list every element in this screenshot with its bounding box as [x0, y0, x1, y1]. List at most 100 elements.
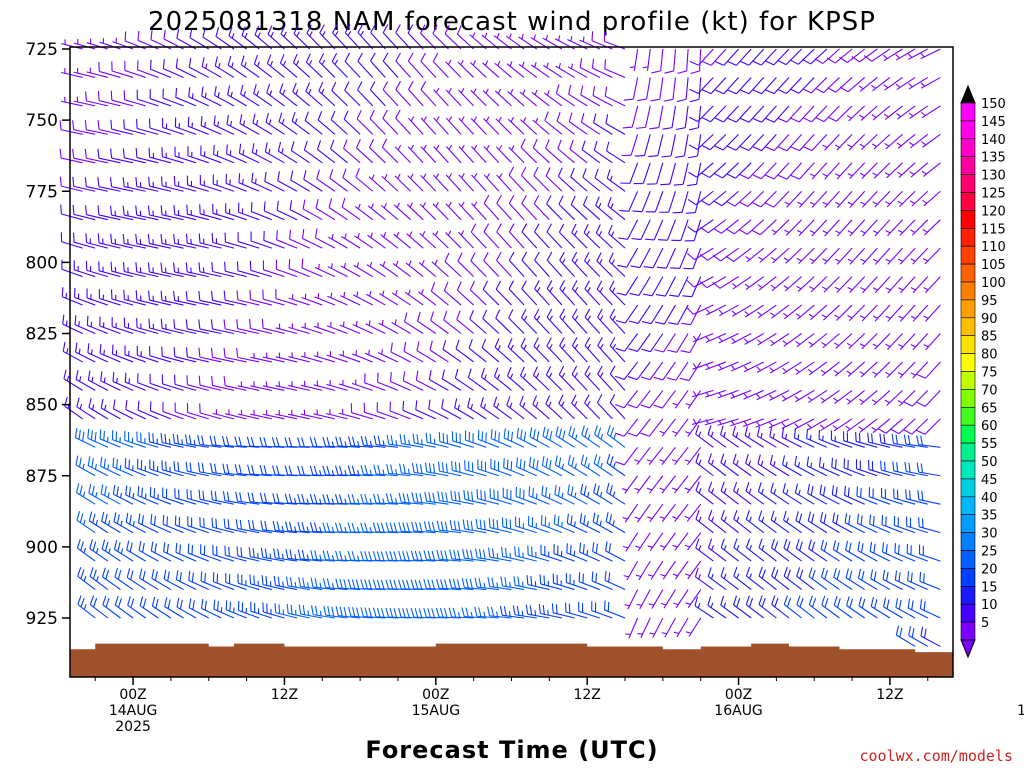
barb-staff [856, 495, 878, 505]
barb-feather [883, 434, 886, 444]
barb-feather [342, 168, 347, 178]
barb-half-feather [395, 260, 399, 267]
barb-staff [75, 351, 96, 363]
barb-half-feather [684, 459, 690, 463]
wind-barb [571, 223, 588, 249]
barb-feather [122, 177, 125, 187]
barb-feather [858, 596, 862, 607]
wind-barb [410, 579, 436, 591]
barb-feather [335, 465, 339, 475]
barb-feather [615, 461, 625, 466]
barb-feather [386, 434, 390, 445]
wind-barb [793, 428, 815, 448]
wind-barb [880, 460, 903, 477]
wind-barb [441, 398, 462, 420]
wind-barb [247, 464, 272, 477]
wind-barb [395, 109, 411, 135]
barb-half-feather [230, 91, 233, 97]
wind-barb [534, 251, 550, 277]
wind-barb [708, 509, 727, 534]
barb-staff [508, 174, 525, 192]
barb-feather [77, 567, 82, 577]
wind-barb [86, 288, 109, 306]
barb-staff [597, 345, 613, 363]
barb-feather [263, 493, 268, 503]
barb-half-feather [496, 582, 499, 588]
barb-half-feather [256, 90, 260, 96]
wind-barb [173, 262, 197, 278]
barb-feather [338, 494, 343, 504]
barb-feather [685, 212, 696, 214]
barb-staff [675, 361, 689, 381]
wind-barb [436, 520, 462, 534]
barb-feather [254, 25, 260, 35]
barb-feather [640, 404, 650, 409]
wind-barb [521, 308, 538, 334]
barb-half-feather [483, 582, 486, 589]
barb-staff [761, 133, 777, 151]
barb-staff [315, 237, 336, 249]
barb-staff [364, 382, 386, 391]
barb-staff [674, 503, 689, 522]
barb-half-feather [318, 263, 320, 270]
barb-feather [790, 88, 800, 94]
barb-feather [486, 606, 491, 616]
barb-feather [799, 541, 803, 551]
barb-feather [316, 169, 320, 179]
barb-half-feather [600, 462, 603, 469]
wind-barb [261, 575, 285, 591]
barb-staff [810, 77, 828, 94]
barb-feather [377, 464, 381, 475]
barb-feather [186, 204, 189, 215]
barb-feather [796, 567, 801, 577]
barb-feather [608, 224, 613, 234]
wind-barb [415, 400, 437, 420]
wind-barb [843, 431, 865, 448]
barb-feather [571, 308, 578, 318]
barb-half-feather [587, 343, 591, 349]
barb-staff [469, 289, 487, 306]
wind-barb [297, 549, 323, 562]
wind-barb [781, 389, 802, 402]
barb-feather [80, 597, 85, 608]
wind-barb [211, 262, 235, 278]
barb-feather [627, 404, 637, 409]
barb-staff [445, 89, 462, 107]
barb-staff [594, 149, 613, 164]
barb-feather [418, 608, 423, 618]
wind-barb [423, 579, 449, 591]
barb-staff [773, 48, 790, 66]
barb-staff [124, 326, 146, 335]
barb-feather [839, 56, 848, 63]
barb-staff [458, 117, 475, 135]
barb-staff [797, 276, 815, 292]
barb-feather [668, 322, 678, 325]
wind-barb [694, 596, 714, 619]
wind-barb [807, 483, 828, 505]
barb-staff [111, 128, 134, 135]
wind-barb [110, 119, 134, 135]
barb-feather [322, 465, 327, 476]
barb-feather [59, 176, 62, 187]
wind-barb [225, 203, 247, 221]
wind-barb [740, 48, 765, 66]
barb-staff [781, 436, 802, 448]
wind-barb [768, 418, 790, 429]
wind-barb [653, 361, 676, 381]
wind-barb [284, 493, 310, 505]
barb-half-feather [884, 142, 890, 147]
barb-staff [723, 77, 739, 95]
wind-barb [634, 134, 651, 157]
wind-barb [470, 252, 487, 277]
barb-staff [679, 247, 689, 269]
barb-staff [390, 351, 411, 363]
barb-staff [649, 475, 664, 494]
barb-feather [545, 457, 549, 468]
barb-feather [298, 604, 302, 615]
barb-feather [557, 516, 560, 526]
barb-feather [201, 57, 205, 67]
barb-feather [606, 453, 611, 464]
barb-feather [276, 200, 279, 211]
barb-feather [102, 567, 106, 577]
wind-barb [540, 544, 563, 562]
